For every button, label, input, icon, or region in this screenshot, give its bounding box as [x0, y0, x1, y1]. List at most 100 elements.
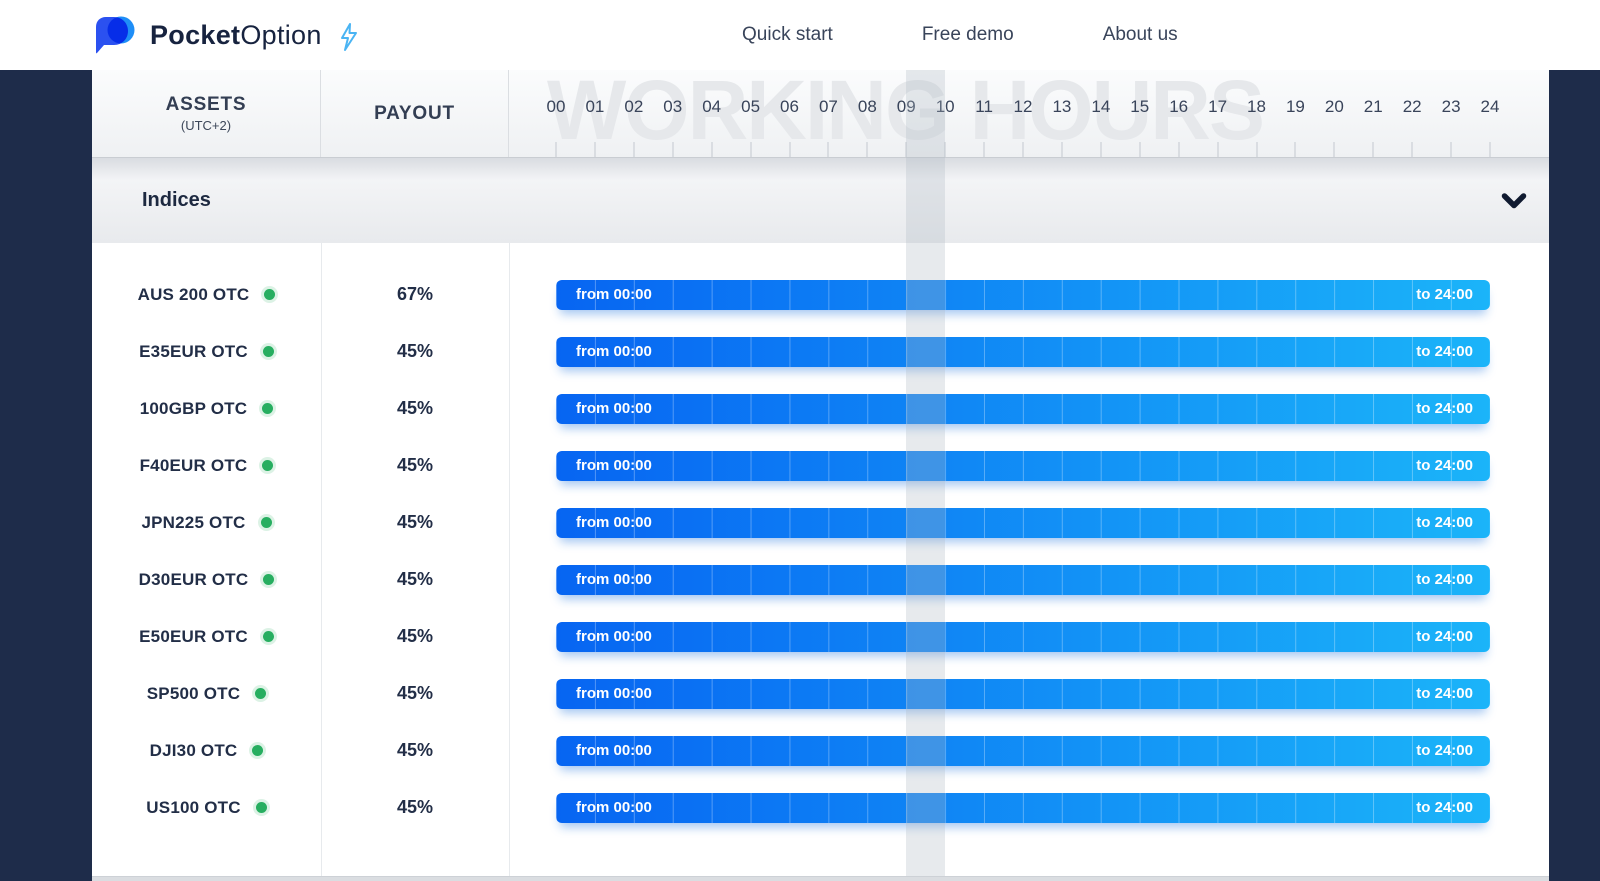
working-hours-bar: from 00:00 to 24:00: [556, 621, 1490, 652]
schedule-cell: from 00:00 to 24:00: [509, 722, 1549, 779]
schedule-cell: from 00:00 to 24:00: [509, 665, 1549, 722]
chevron-down-icon[interactable]: [1501, 192, 1527, 209]
asset-name: AUS 200 OTC: [137, 284, 250, 304]
bar-to-label: to 24:00: [1416, 457, 1473, 474]
timeline-header-cell: WORKING HOURS 00 01 02 03 04 05 06 07 08 09 10 11 12…: [509, 70, 1549, 157]
column-divider: [509, 243, 510, 876]
hours-scale: 00 01 02 03 04 05 06 07 08 09 10 11 12 13 14 15 16 17 18 19…: [547, 70, 1499, 157]
asset-rows: AUS 200 OTC 67% from 00:00 to 24:00 E35E…: [92, 243, 1549, 876]
asset-cell: DJI30 OTC: [92, 741, 321, 761]
hour-label: 22: [1402, 97, 1422, 116]
hour-tick: [1139, 142, 1141, 157]
bar-from-label: from 00:00: [576, 742, 652, 759]
working-hours-bar: from 00:00 to 24:00: [556, 450, 1490, 481]
active-status-dot-icon: [262, 403, 274, 414]
asset-cell: F40EUR OTC: [92, 456, 321, 476]
nav-free-demo[interactable]: Free demo: [921, 24, 1014, 45]
asset-cell: SP500 OTC: [92, 684, 321, 704]
active-status-dot-icon: [252, 745, 264, 756]
next-section-edge: [92, 876, 1549, 881]
payout-value: 45%: [396, 797, 434, 817]
table-row: E35EUR OTC 45% from 00:00 to 24:00: [92, 323, 1549, 380]
table-row: AUS 200 OTC 67% from 00:00 to 24:00: [92, 266, 1549, 323]
asset-name: DJI30 OTC: [149, 740, 238, 760]
table-row: US100 OTC 45% from 00:00 to 24:00: [92, 779, 1549, 836]
section-row-indices[interactable]: Indices: [92, 158, 1549, 243]
pocketoption-logo[interactable]: PocketOption: [90, 13, 360, 57]
schedule-cell: from 00:00 to 24:00: [509, 437, 1549, 494]
nav-quick-start[interactable]: Quick start: [742, 24, 833, 45]
table-row: 100GBP OTC 45% from 00:00 to 24:00: [92, 380, 1549, 437]
assets-header-label: ASSETS: [165, 94, 247, 115]
asset-cell: E50EUR OTC: [92, 627, 321, 647]
asset-name: E50EUR OTC: [139, 626, 248, 646]
hour-tick: [555, 142, 557, 157]
hour-tick: [905, 142, 907, 157]
schedule-cell: from 00:00 to 24:00: [509, 266, 1549, 323]
schedule-track: from 00:00 to 24:00: [556, 279, 1490, 310]
top-navigation-bar: PocketOption Quick start Free demo About…: [0, 0, 1600, 70]
hour-label: 12: [1013, 97, 1033, 116]
schedule-track: from 00:00 to 24:00: [556, 507, 1490, 538]
lightning-bolt-icon: [340, 22, 357, 51]
payout-cell: 45%: [321, 569, 509, 590]
nav-about-us[interactable]: About us: [1102, 24, 1178, 45]
hour-label: 09: [896, 97, 916, 116]
payout-cell: 45%: [321, 512, 509, 533]
asset-name: F40EUR OTC: [139, 455, 248, 475]
schedule-cell: from 00:00 to 24:00: [509, 494, 1549, 551]
bar-to-label: to 24:00: [1416, 400, 1473, 417]
working-hours-bar: from 00:00 to 24:00: [556, 393, 1490, 424]
working-hours-panel: ASSETS (UTC+2) PAYOUT WORKING HOURS 00 01…: [92, 70, 1549, 881]
bar-to-label: to 24:00: [1416, 742, 1473, 759]
pocketoption-logo-icon: [96, 16, 135, 54]
table-row: SP500 OTC 45% from 00:00 to 24:00: [92, 665, 1549, 722]
hour-label: 02: [624, 97, 644, 116]
active-status-dot-icon: [263, 574, 275, 585]
hour-tick: [1489, 142, 1491, 157]
hour-label: 17: [1208, 97, 1228, 116]
hour-tick: [750, 142, 752, 157]
hour-tick: [944, 142, 946, 157]
working-hours-bar: from 00:00 to 24:00: [556, 735, 1490, 766]
asset-name: US100 OTC: [146, 797, 241, 817]
asset-name: D30EUR OTC: [138, 569, 249, 589]
logo-text-pocket: Pocket: [150, 19, 241, 50]
schedule-cell: from 00:00 to 24:00: [509, 779, 1549, 836]
bar-from-label: from 00:00: [576, 685, 652, 702]
bar-from-label: from 00:00: [576, 799, 652, 816]
hour-tick: [1061, 142, 1063, 157]
working-hours-bar: from 00:00 to 24:00: [556, 507, 1490, 538]
hour-label: 10: [935, 97, 955, 116]
hour-label: 08: [857, 97, 877, 116]
hour-label: 11: [975, 97, 993, 116]
bar-from-label: from 00:00: [576, 457, 652, 474]
table-row: E50EUR OTC 45% from 00:00 to 24:00: [92, 608, 1549, 665]
hour-label: 18: [1247, 97, 1266, 116]
bar-from-label: from 00:00: [576, 400, 652, 417]
payout-cell: 45%: [321, 683, 509, 704]
hour-tick: [983, 142, 985, 157]
assets-timezone-label: (UTC+2): [180, 118, 232, 133]
asset-cell: AUS 200 OTC: [92, 285, 321, 305]
hour-label: 14: [1091, 97, 1111, 116]
active-status-dot-icon: [264, 289, 276, 300]
table-row: DJI30 OTC 45% from 00:00 to 24:00: [92, 722, 1549, 779]
schedule-track: from 00:00 to 24:00: [556, 621, 1490, 652]
asset-cell: US100 OTC: [92, 798, 321, 818]
payout-cell: 45%: [321, 341, 509, 362]
hour-label: 06: [780, 97, 799, 116]
hour-tick: [594, 142, 596, 157]
schedule-track: from 00:00 to 24:00: [556, 678, 1490, 709]
hour-tick: [1372, 142, 1374, 157]
bar-from-label: from 00:00: [576, 343, 652, 360]
hour-tick: [1450, 142, 1452, 157]
logo-text-option: Option: [240, 19, 322, 50]
hour-label: 16: [1169, 97, 1189, 116]
payout-value: 45%: [396, 455, 434, 475]
hour-tick: [866, 142, 868, 157]
hour-tick: [711, 142, 713, 157]
schedule-track: from 00:00 to 24:00: [556, 792, 1490, 823]
working-hours-bar: from 00:00 to 24:00: [556, 336, 1490, 367]
payout-cell: 45%: [321, 398, 509, 419]
